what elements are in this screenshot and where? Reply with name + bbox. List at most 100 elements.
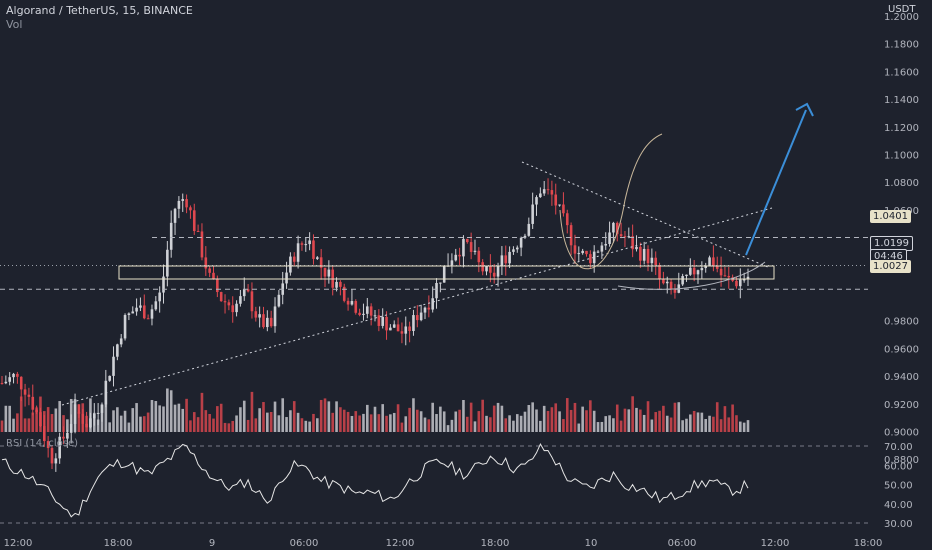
candle-body: [612, 222, 615, 233]
volume-bar: [396, 404, 400, 432]
volume-bar: [0, 420, 4, 432]
volume-bar: [677, 402, 681, 432]
volume-bar: [400, 422, 404, 432]
candle-body: [554, 194, 558, 206]
candle-body: [546, 189, 550, 191]
price-tick-label: 1.1200: [884, 123, 919, 134]
candle-body: [423, 307, 427, 313]
volume-bar: [415, 409, 419, 432]
volume-bar: [535, 409, 538, 432]
volume-bar: [562, 419, 565, 432]
candle-body: [96, 412, 100, 414]
candle-body: [381, 316, 384, 326]
candle-body: [262, 314, 265, 328]
candle-body: [46, 441, 50, 449]
candle-body: [312, 240, 315, 259]
candle-body: [166, 249, 169, 277]
volume-bar: [527, 405, 531, 432]
volume-bar: [119, 415, 123, 432]
candle-body: [662, 278, 665, 284]
volume-bar: [154, 401, 158, 432]
volume-bar: [177, 403, 181, 432]
candle-body: [277, 294, 281, 307]
candle-body: [208, 268, 211, 273]
volume-bar: [66, 419, 69, 432]
candle-body: [308, 240, 311, 245]
volume-bar: [539, 420, 542, 432]
time-axis: 12:00 18:00 9 06:00 12:00 18:00 10 06:00 12:00 18…: [4, 538, 883, 549]
support-zone-box: [118, 265, 775, 280]
candle-body: [304, 244, 308, 246]
candle-body: [92, 413, 96, 419]
candle-body: [539, 193, 542, 198]
candle-body: [16, 373, 19, 377]
volume-bar: [16, 413, 19, 432]
volume-bar: [612, 418, 615, 432]
volume-bar: [731, 404, 734, 432]
volume-bar: [477, 411, 481, 432]
candle-body: [139, 305, 142, 308]
candle-body: [431, 298, 434, 310]
volume-bar: [158, 405, 161, 432]
price-tick-label: 1.1000: [884, 151, 919, 162]
candle-body: [462, 238, 465, 257]
volume-bar: [481, 399, 484, 432]
volume-bar: [204, 410, 208, 432]
candle-body: [89, 418, 92, 428]
volume-bar: [658, 410, 661, 432]
volume-bar: [419, 411, 423, 432]
candle-body: [273, 306, 277, 327]
price-tick-label: 0.9600: [884, 344, 919, 355]
volume-bar: [508, 415, 511, 432]
volume-bar: [308, 421, 311, 432]
candle-body: [235, 303, 238, 313]
volume-bar: [423, 417, 427, 432]
candle-body: [515, 247, 519, 250]
volume-bar: [246, 419, 250, 432]
volume-bars: [0, 388, 750, 432]
candle-body: [77, 404, 81, 414]
time-tick-label: 18:00: [481, 538, 510, 549]
volume-bar: [312, 413, 315, 432]
volume-bar: [296, 412, 300, 432]
volume-bar: [223, 422, 227, 432]
volume-bar: [262, 402, 265, 432]
volume-bar: [323, 398, 327, 432]
candle-body: [250, 291, 254, 312]
candle-body: [319, 257, 323, 268]
time-tick-label: 06:00: [668, 538, 697, 549]
volume-bar: [219, 403, 223, 432]
candle-body: [635, 246, 638, 250]
volume-bar: [196, 417, 200, 432]
volume-bar: [335, 401, 338, 432]
candle-body: [154, 301, 158, 310]
candle-body: [558, 204, 561, 206]
candle-body: [485, 266, 488, 272]
candle-body: [266, 317, 269, 328]
candle-body: [615, 222, 619, 235]
volume-bar: [704, 419, 708, 432]
candle-body: [619, 234, 623, 237]
volume-bar: [439, 406, 442, 432]
candle-body: [404, 326, 408, 334]
candle-body: [292, 256, 296, 262]
volume-bar: [700, 412, 704, 432]
volume-bar: [589, 400, 592, 432]
volume-bar: [381, 404, 384, 432]
volume-bar: [185, 398, 188, 432]
volume-bar: [531, 402, 534, 432]
volume-bar: [546, 410, 550, 432]
volume-bar: [200, 392, 204, 432]
candle-body: [254, 311, 258, 318]
time-tick-label: 12:00: [386, 538, 415, 549]
candle-body: [650, 257, 654, 264]
candle-body: [189, 207, 192, 211]
candle-body: [119, 338, 123, 345]
candle-body: [300, 243, 304, 245]
volume-bar: [27, 418, 31, 432]
candle-body: [469, 242, 473, 252]
rounding-arc: [617, 261, 766, 290]
volume-bar: [642, 414, 646, 432]
